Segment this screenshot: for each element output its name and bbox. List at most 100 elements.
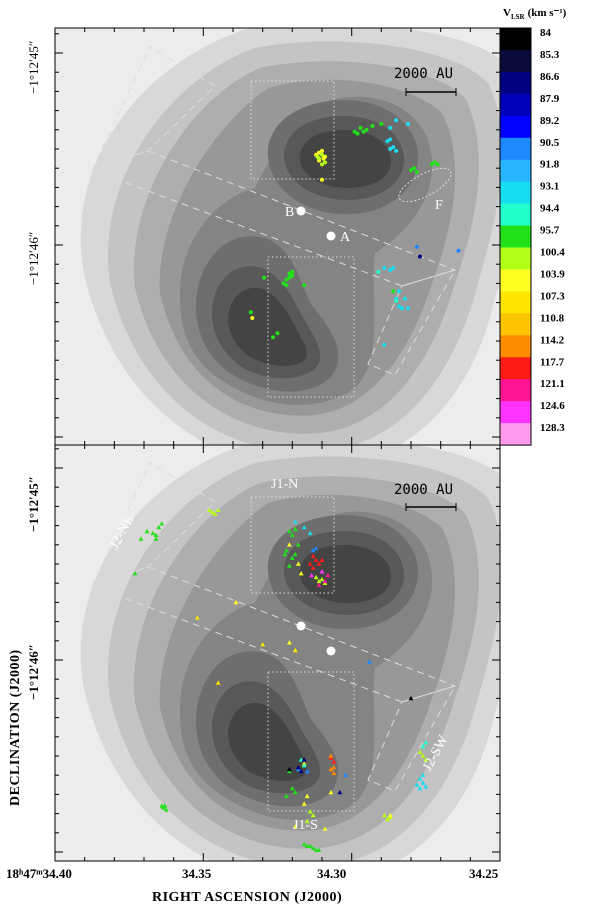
- maser-point-green-17: [429, 162, 434, 167]
- maser-triangle-magenta-2: [325, 572, 331, 578]
- maser-triangle-red-1: [313, 557, 319, 562]
- maser-point-cyan-11: [400, 306, 405, 311]
- source-b-label: B: [285, 205, 294, 220]
- colorbar-swatch-5: [500, 137, 531, 161]
- colorbar-swatch-18: [500, 423, 531, 446]
- maser-point-green-19: [435, 162, 440, 167]
- maser-triangle-blue-4: [310, 548, 316, 553]
- colorbar-swatch-12: [500, 291, 531, 314]
- maser-triangle-green-20: [292, 789, 298, 795]
- maser-triangle-blue-5: [367, 659, 372, 664]
- maser-point-aqua-light-0: [376, 269, 381, 274]
- maser-triangle-red-4: [319, 557, 325, 562]
- colorbar-title: VLSR (km s⁻¹): [503, 7, 567, 21]
- maser-triangle-yellow-green-10: [381, 812, 387, 818]
- x-tick-label-3: 34.25: [469, 866, 499, 881]
- colorbar-swatch-9: [500, 225, 531, 248]
- box-j2sw-top: [367, 269, 457, 376]
- maser-triangle-black-0: [408, 695, 414, 701]
- maser-triangle-green-28: [132, 571, 138, 576]
- maser-point-green-7: [287, 271, 292, 276]
- maser-triangle-red-2: [307, 561, 313, 566]
- bottom-panel: J1-N J1-S J2-NE J2-SW 2000 AU: [54, 444, 501, 862]
- colorbar-swatch-13: [500, 313, 531, 336]
- maser-triangle-sparse-yellow-2: [292, 647, 298, 653]
- colorbar-label-3: 87.9: [540, 93, 560, 105]
- maser-triangle-red-3: [310, 565, 316, 570]
- colorbar-label-8: 94.4: [540, 203, 560, 215]
- maser-triangle-red-7: [331, 759, 337, 764]
- source-f-label: F: [435, 198, 443, 213]
- maser-point-green-16: [414, 170, 419, 174]
- maser-triangle-navy-2: [301, 757, 307, 762]
- maser-triangle-green-22: [301, 841, 307, 847]
- maser-point-cyan-0: [385, 139, 390, 144]
- maser-point-yellow-4: [321, 156, 326, 161]
- colorbar-label-12: 107.3: [540, 290, 565, 302]
- maser-point-cyan-4: [394, 148, 399, 153]
- colorbar-swatch-16: [500, 379, 531, 402]
- maser-triangle-yellow-1: [295, 561, 301, 566]
- maser-triangle-yellow-8: [287, 640, 292, 645]
- maser-triangle-sparse-yellow-3: [260, 642, 266, 647]
- maser-triangle-cyan-2: [307, 530, 313, 536]
- colorbar-swatch-3: [500, 93, 531, 117]
- x-tick-label-2: 34.30: [317, 866, 346, 881]
- maser-point-green-13: [284, 283, 289, 288]
- maser-triangle-cyan-0: [292, 519, 298, 524]
- maser-triangle-aqua-light-3: [423, 740, 429, 745]
- y-tick-label-top-45: −1°12′45″: [26, 41, 41, 94]
- colorbar-swatch-17: [500, 401, 531, 424]
- maser-point-green-5: [379, 122, 384, 126]
- colorbar-label-14: 114.2: [540, 334, 565, 346]
- maser-triangle-red-5: [316, 561, 322, 566]
- maser-triangle-green-8: [160, 805, 166, 810]
- maser-point-green-sparse-3: [262, 275, 267, 280]
- box-j1s-top: [267, 256, 355, 398]
- maser-point-yellow-sparse-0: [320, 177, 324, 182]
- region-label-j1n: J1-N: [271, 477, 298, 492]
- maser-point-blue-0: [414, 244, 419, 249]
- maser-triangle-green-29: [138, 536, 144, 541]
- maser-point-cyan-12: [406, 306, 410, 311]
- top-panel: B A F 2000 AU: [54, 27, 501, 446]
- colorbar-swatch-15: [500, 357, 531, 380]
- colorbar-label-1: 85.3: [540, 49, 560, 61]
- maser-triangle-violet-0: [309, 572, 314, 578]
- colorbar-label-5: 90.5: [540, 137, 560, 149]
- maser-point-cyan-14: [382, 342, 387, 347]
- maser-triangle-orange-3: [331, 770, 337, 776]
- maser-triangle-aqua-light-1: [301, 763, 307, 768]
- colorbar-label-17: 124.6: [540, 400, 565, 412]
- source-b-marker-bottom: [296, 621, 306, 631]
- maser-point-green-10: [290, 269, 295, 274]
- maser-point-navy-0: [417, 254, 422, 259]
- maser-point-cyan-8: [397, 289, 402, 294]
- maser-triangle-orange-0: [328, 753, 334, 758]
- colorbar-label-6: 91.8: [540, 159, 560, 171]
- maser-triangle-green-0: [150, 530, 156, 536]
- maser-triangle-green-15: [287, 563, 292, 568]
- colorbar-title-v: V: [503, 7, 511, 19]
- colorbar-swatch-11: [500, 269, 531, 292]
- maser-triangle-green-21: [284, 793, 289, 799]
- colorbar-label-13: 110.8: [540, 312, 565, 324]
- scale-bar-label-top: 2000 AU: [394, 66, 453, 82]
- maser-triangle-yellow-green-15: [310, 812, 316, 818]
- maser-triangle-sparse-yellow-1: [215, 680, 221, 685]
- maser-triangle-green-27: [316, 847, 322, 852]
- maser-point-green-14: [409, 168, 413, 173]
- maser-triangle-yellow-5: [292, 824, 298, 829]
- maser-point-cyan-15: [406, 122, 410, 126]
- maser-triangle-green-24: [307, 843, 313, 848]
- maser-point-green-18: [432, 160, 437, 165]
- maser-point-aqua-light-1: [394, 298, 399, 303]
- box-j1n: [250, 496, 335, 594]
- maser-point-green-6: [361, 129, 366, 134]
- maser-triangle-yellow-2: [298, 571, 304, 576]
- maser-point-yellow-green-0: [320, 162, 324, 167]
- maser-triangle-navy-1: [295, 764, 301, 770]
- maser-triangle-green-2: [153, 536, 159, 541]
- maser-triangle-black-1: [287, 766, 292, 772]
- colorbar-swatch-2: [500, 71, 531, 95]
